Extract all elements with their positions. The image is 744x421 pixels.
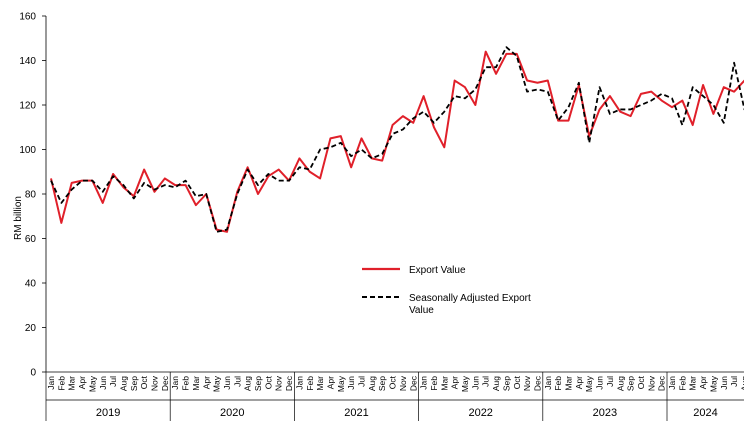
x-tick-label: Jan xyxy=(419,376,429,390)
x-tick-label: Mar xyxy=(439,376,449,391)
x-ticks: Jan Feb Mar Apr May Jun Jul Aug Sep Oct Nov Dec Jan F… xyxy=(45,372,744,421)
x-tick-label: Nov xyxy=(646,375,656,391)
x-tick-label: Jan xyxy=(170,376,180,390)
year-label: 2023 xyxy=(593,407,617,419)
x-tick-label: Jun xyxy=(346,376,356,390)
x-tick-label: Jun xyxy=(595,376,605,390)
x-tick-label: Dec xyxy=(408,375,418,391)
x-tick-label: May xyxy=(212,375,222,392)
x-tick-label: Nov xyxy=(522,375,532,391)
x-tick-label: Oct xyxy=(263,375,273,389)
x-tick-label: Feb xyxy=(181,376,191,391)
x-tick-label: Dec xyxy=(160,375,170,391)
x-tick-label: Apr xyxy=(77,376,87,389)
series-line-export-value xyxy=(50,50,744,233)
x-tick-label: May xyxy=(460,375,470,392)
x-tick-label: Sep xyxy=(626,376,636,391)
y-axis-label: RM billion xyxy=(13,196,24,240)
x-tick-label: Jul xyxy=(108,376,118,387)
x-tick-label: Apr xyxy=(698,376,708,389)
y-axis-title: RM billion xyxy=(13,196,24,240)
x-tick-label: Mar xyxy=(688,376,698,391)
x-tick-label: Aug xyxy=(491,376,501,391)
x-tick-label: Jul xyxy=(729,376,739,387)
x-tick-label: Jun xyxy=(98,376,108,390)
x-tick-label: Aug xyxy=(118,376,128,391)
x-tick-label: Sep xyxy=(377,376,387,391)
x-tick-label: Apr xyxy=(201,376,211,389)
x-tick-label: May xyxy=(336,375,346,392)
x-tick-label: May xyxy=(708,375,718,392)
y-tick-label: 160 xyxy=(19,12,36,23)
x-tick-label: Sep xyxy=(501,376,511,391)
x-tick-label: Jun xyxy=(470,376,480,390)
y-tick-label: 0 xyxy=(30,368,36,379)
x-tick-label: Nov xyxy=(274,375,284,391)
x-tick-label: Sep xyxy=(253,376,263,391)
x-tick-label: Feb xyxy=(305,376,315,391)
x-tick-label: Jul xyxy=(605,376,615,387)
x-tick-label: Oct xyxy=(636,375,646,389)
x-tick-label: Jan xyxy=(667,376,677,390)
x-tick-label: Dec xyxy=(657,375,667,391)
y-tick-label: 100 xyxy=(19,145,36,156)
x-tick-label: Jul xyxy=(232,376,242,387)
x-tick-label: Aug xyxy=(615,376,625,391)
x-tick-label: Mar xyxy=(191,376,201,391)
x-tick-label: Feb xyxy=(677,376,687,391)
y-ticks: 0 20 40 60 80 100 120 140 160 xyxy=(19,12,46,379)
y-tick-label: 140 xyxy=(19,56,36,67)
year-label: 2021 xyxy=(344,407,368,419)
x-tick-label: Feb xyxy=(429,376,439,391)
x-tick-label: Apr xyxy=(325,376,335,389)
x-tick-label: May xyxy=(87,375,97,392)
x-tick-label: Sep xyxy=(129,376,139,391)
legend-label-export-value: Export Value xyxy=(409,265,466,276)
series-lines xyxy=(50,46,744,233)
x-tick-label: Dec xyxy=(532,375,542,391)
x-tick-label: Mar xyxy=(564,376,574,391)
x-tick-label: Feb xyxy=(553,376,563,391)
legend-label-seasonally-adjusted: Seasonally Adjusted Export Value xyxy=(409,293,534,316)
x-tick-label: Dec xyxy=(284,375,294,391)
x-tick-label: Nov xyxy=(398,375,408,391)
x-tick-label: Oct xyxy=(512,375,522,389)
x-tick-label: Apr xyxy=(574,376,584,389)
legend-label-line-1: Seasonally Adjusted Export xyxy=(409,293,531,304)
y-tick-label: 60 xyxy=(25,234,37,245)
y-tick-label: 80 xyxy=(25,190,37,201)
x-tick-label: Jun xyxy=(222,376,232,390)
x-tick-label: Jul xyxy=(357,376,367,387)
year-label: 2019 xyxy=(96,407,120,419)
legend-label-line-2: Value xyxy=(409,305,434,316)
x-tick-label: Jan xyxy=(46,376,56,390)
y-tick-label: 20 xyxy=(25,323,37,334)
x-tick-label: Aug xyxy=(739,376,744,391)
x-tick-label: Jan xyxy=(543,376,553,390)
y-tick-label: 40 xyxy=(25,279,37,290)
x-tick-label: Feb xyxy=(56,376,66,391)
x-tick-label: Jun xyxy=(719,376,729,390)
x-tick-label: Apr xyxy=(450,376,460,389)
y-tick-label: 120 xyxy=(19,101,36,112)
series-line-seasonally-adjusted xyxy=(50,46,744,233)
x-tick-label: Mar xyxy=(315,376,325,391)
x-tick-label: Oct xyxy=(388,375,398,389)
x-tick-label: Jul xyxy=(481,376,491,387)
x-tick-label: Oct xyxy=(139,375,149,389)
x-tick-label: Jan xyxy=(294,376,304,390)
year-label: 2022 xyxy=(468,407,492,419)
x-tick-label: Aug xyxy=(367,376,377,391)
legend: Export Value Seasonally Adjusted Export … xyxy=(362,265,534,316)
x-tick-label: Mar xyxy=(67,376,77,391)
x-tick-label: Aug xyxy=(243,376,253,391)
year-label: 2020 xyxy=(220,407,244,419)
year-label: 2024 xyxy=(693,407,717,419)
x-tick-label: May xyxy=(584,375,594,392)
x-tick-label: Nov xyxy=(150,375,160,391)
